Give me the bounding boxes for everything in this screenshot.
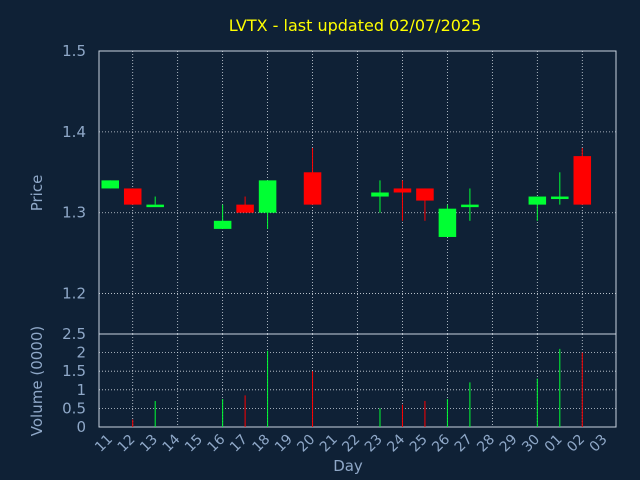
candle-30 xyxy=(528,196,547,221)
x-tick-label: 19 xyxy=(272,432,296,456)
x-tick-label: 14 xyxy=(160,431,184,455)
price-tick-label: 1.5 xyxy=(62,42,86,60)
x-tick-label: 28 xyxy=(474,432,498,456)
candle-body xyxy=(551,196,569,200)
candle-body xyxy=(213,220,232,229)
candle-body xyxy=(371,192,389,197)
volume-tick-label: 1 xyxy=(76,381,86,399)
volume-panel-frame xyxy=(98,333,617,428)
x-tick-label: 22 xyxy=(339,432,363,456)
x-tick-label: 25 xyxy=(407,432,431,456)
x-tick-label: 29 xyxy=(497,432,521,456)
candle-24 xyxy=(393,180,412,221)
x-tick-label: 23 xyxy=(362,432,386,456)
x-axis-label: Day xyxy=(333,457,363,475)
x-tick-label: 26 xyxy=(429,431,453,455)
candle-body xyxy=(303,172,322,205)
x-tick-label: 24 xyxy=(384,431,408,455)
candle-body xyxy=(438,208,457,237)
volume-tick-label: 1.5 xyxy=(62,362,86,380)
candles xyxy=(101,148,592,237)
volume-tick-label: 2.5 xyxy=(62,325,86,343)
x-tick-label: 02 xyxy=(564,432,588,456)
candle-23 xyxy=(371,180,389,213)
candle-body xyxy=(393,188,412,193)
x-tick-label: 20 xyxy=(294,432,318,456)
candle-body xyxy=(461,204,479,208)
price-tick-label: 1.4 xyxy=(62,123,86,141)
candle-body xyxy=(258,180,277,213)
x-tick-label: 03 xyxy=(587,432,611,456)
x-tick-label: 11 xyxy=(92,432,116,456)
x-tick-label: 12 xyxy=(115,432,139,456)
price-tick-label: 1.3 xyxy=(62,204,86,222)
price-axis-label: Price xyxy=(28,175,46,212)
candle-02 xyxy=(573,148,592,205)
volume-panel: 00.511.522.5 Volume (0000) xyxy=(28,325,617,436)
candle-12 xyxy=(123,188,142,205)
candle-body xyxy=(101,180,120,189)
volume-tick-label: 0.5 xyxy=(62,399,86,417)
candle-11 xyxy=(101,180,120,189)
candle-body xyxy=(573,156,592,205)
x-tick-label: 17 xyxy=(227,432,251,456)
x-tick-label: 21 xyxy=(317,432,341,456)
candle-25 xyxy=(416,188,434,221)
price-panel: 1.2 1.3 1.4 1.5 Price xyxy=(28,42,617,335)
x-tick-label: 27 xyxy=(452,432,476,456)
volume-y-ticks: 00.511.522.5 xyxy=(62,325,86,436)
candle-body xyxy=(123,188,142,205)
volume-grid xyxy=(99,334,616,427)
x-tick-labels: 1112131415161718192021222324252627282930… xyxy=(92,431,610,455)
x-tick-label: 30 xyxy=(519,432,543,456)
price-y-ticks: 1.2 1.3 1.4 1.5 xyxy=(62,42,86,303)
candle-18 xyxy=(258,180,277,229)
candle-body xyxy=(236,204,254,213)
x-tick-label: 18 xyxy=(249,432,273,456)
price-grid xyxy=(99,51,616,334)
candle-body xyxy=(416,188,434,201)
volume-tick-label: 0 xyxy=(76,418,86,436)
volume-bars xyxy=(132,348,583,427)
x-tick-label: 01 xyxy=(542,432,566,456)
candle-13 xyxy=(146,196,164,208)
candle-17 xyxy=(236,196,254,213)
volume-axis-label: Volume (0000) xyxy=(28,326,46,436)
candle-16 xyxy=(213,204,232,229)
candle-27 xyxy=(461,188,479,221)
x-tick-label: 16 xyxy=(205,431,229,455)
candle-body xyxy=(146,204,164,208)
x-tick-label: 15 xyxy=(182,432,206,456)
candle-01 xyxy=(551,172,569,205)
volume-tick-label: 2 xyxy=(76,344,86,362)
x-tick-label: 13 xyxy=(137,432,161,456)
candle-26 xyxy=(438,204,457,237)
price-tick-label: 1.2 xyxy=(62,285,86,303)
candle-body xyxy=(528,196,547,205)
chart-title: LVTX - last updated 02/07/2025 xyxy=(229,16,482,35)
candle-20 xyxy=(303,148,322,205)
